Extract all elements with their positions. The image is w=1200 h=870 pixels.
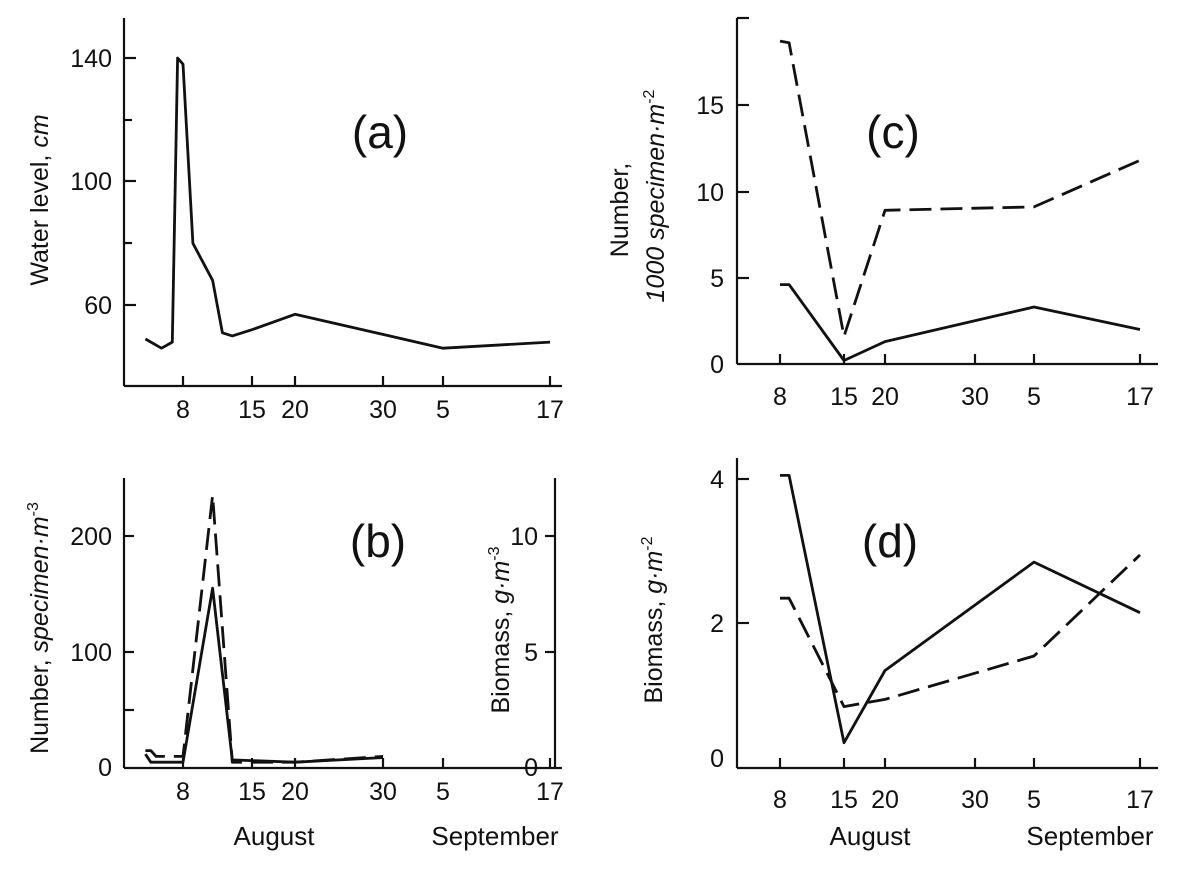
panel-d-x-tick-label: 20 <box>871 786 899 814</box>
panel-b-x-tick-label: 20 <box>281 778 309 806</box>
panel-a-x-tick-label: 5 <box>436 396 450 424</box>
panel-b-y-tick-label-left: 0 <box>98 754 112 782</box>
panel-a-series-water-level <box>144 56 551 350</box>
panel-b-y-ticks-left <box>124 534 134 712</box>
panel-c-series-dashed <box>779 39 1141 338</box>
panel-a-y-tick-label: 140 <box>70 45 112 73</box>
panel-d-x-tick-label: 15 <box>830 786 858 814</box>
panel-b-series-number <box>144 586 384 764</box>
panel-b: 200 100 0 10 5 0 8 15 20 30 5 17 August … <box>25 478 564 851</box>
panel-d-label: (d) <box>862 515 918 567</box>
panel-d-y-tick-label: 2 <box>710 610 724 638</box>
panel-d-series-dashed <box>780 553 1141 708</box>
panel-a-x-tick-label: 17 <box>536 396 564 424</box>
panel-b-y-label-right: Biomass, g·m-3 <box>486 546 515 713</box>
panel-b-y-label-left: Number, specimen·m-3 <box>25 502 54 754</box>
panel-c-y-tick-label: 0 <box>710 351 724 379</box>
panel-b-month-august: August <box>234 821 316 851</box>
panel-d: 4 2 0 8 15 20 30 5 17 August September B… <box>639 458 1158 851</box>
panel-c-x-tick-label: 30 <box>961 383 989 411</box>
panel-d-x-tick-label: 5 <box>1027 786 1041 814</box>
panel-d-y-ticks <box>737 477 749 625</box>
panel-c-x-ticks <box>778 354 1142 364</box>
panel-d-x-ticks <box>778 758 1142 768</box>
panel-b-y-tick-label-right: 10 <box>510 523 538 551</box>
panel-a-y-ticks <box>124 56 136 307</box>
panel-b-series-biomass <box>145 494 384 764</box>
panel-b-y-tick-label-right: 5 <box>524 639 538 667</box>
panel-d-series-solid <box>780 474 1141 745</box>
panel-c-y-label-line2: 1000 specimen·m-2 <box>641 89 670 302</box>
panel-c-y-label-line1: Number, <box>606 163 634 257</box>
panel-c-x-tick-label: 17 <box>1126 383 1154 411</box>
panel-d-y-tick-label: 4 <box>710 466 724 494</box>
panel-c-label: (c) <box>866 106 920 158</box>
panel-c: 15 10 5 0 8 15 20 30 5 17 Number, 1000 s… <box>606 16 1158 411</box>
panel-b-x-tick-label: 15 <box>238 778 266 806</box>
panel-d-month-august: August <box>830 821 912 851</box>
panel-b-x-tick-label: 5 <box>436 778 450 806</box>
panel-d-x-tick-label: 30 <box>961 786 989 814</box>
panel-a-x-tick-label: 20 <box>281 396 309 424</box>
panel-c-y-tick-label: 10 <box>696 179 724 207</box>
panel-c-x-tick-label: 15 <box>830 383 858 411</box>
panel-b-x-tick-label: 8 <box>176 778 190 806</box>
panel-b-month-september: September <box>431 821 559 851</box>
panel-a: 140 100 60 8 15 20 30 5 17 Water level, … <box>26 18 564 424</box>
panel-d-y-label: Biomass, g·m-2 <box>639 536 668 703</box>
panel-a-x-tick-label: 15 <box>238 396 266 424</box>
panel-a-x-ticks <box>181 376 552 386</box>
panel-d-month-september: September <box>1026 821 1154 851</box>
panel-b-label: (b) <box>350 515 406 567</box>
panel-a-x-tick-label: 30 <box>369 396 397 424</box>
panel-b-y-ticks-right <box>545 534 555 654</box>
panel-c-y-tick-label: 15 <box>696 92 724 120</box>
panel-b-x-tick-label: 17 <box>536 778 564 806</box>
panel-c-y-tick-label: 5 <box>710 265 724 293</box>
panel-d-x-tick-label: 8 <box>773 786 787 814</box>
panel-a-label: (a) <box>352 106 408 158</box>
panel-a-y-tick-label: 60 <box>84 292 112 320</box>
panel-c-x-tick-label: 8 <box>773 383 787 411</box>
panel-c-x-tick-label: 5 <box>1027 383 1041 411</box>
panel-d-y-tick-label: 0 <box>710 745 724 773</box>
panel-b-y-tick-label-right: 0 <box>524 754 538 782</box>
panel-c-series-solid <box>780 283 1141 362</box>
panel-c-x-tick-label: 20 <box>871 383 899 411</box>
panel-a-x-tick-label: 8 <box>176 396 190 424</box>
panel-b-y-tick-label-left: 100 <box>70 639 112 667</box>
panel-b-y-tick-label-left: 200 <box>70 523 112 551</box>
panel-a-y-label: Water level, cm <box>26 114 54 285</box>
panel-a-y-tick-label: 100 <box>70 168 112 196</box>
panel-b-x-tick-label: 30 <box>369 778 397 806</box>
panel-d-x-tick-label: 17 <box>1126 786 1154 814</box>
panel-c-y-ticks <box>737 16 749 280</box>
